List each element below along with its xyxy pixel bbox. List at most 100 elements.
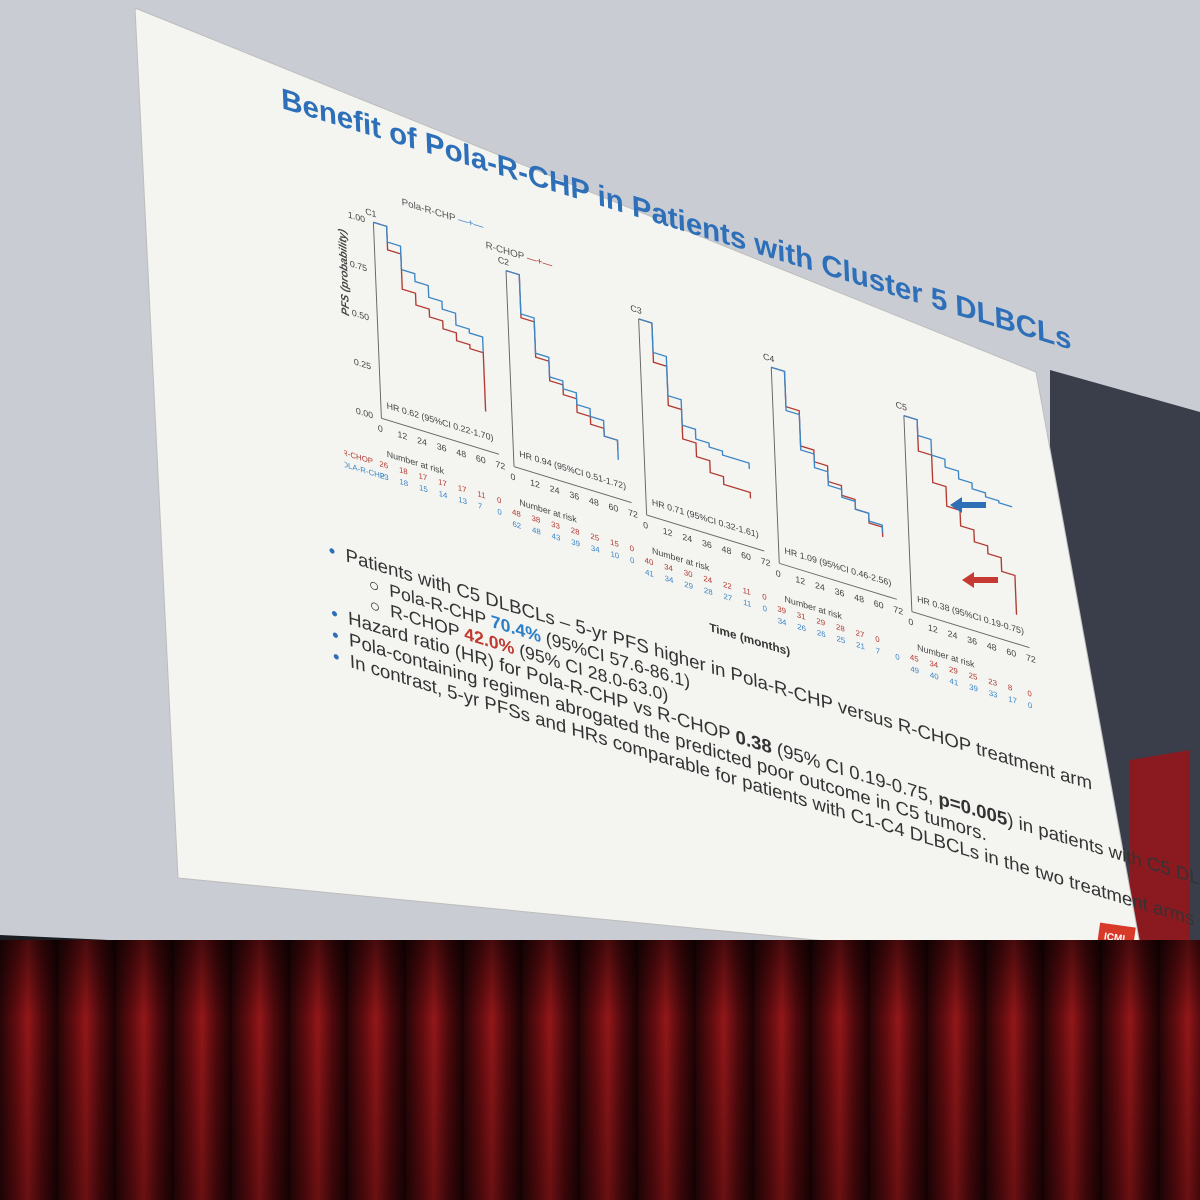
x-tick-label: 12 [397,429,407,442]
x-tick-label: 48 [589,495,599,508]
risk-count-pola: 0 [497,507,502,517]
x-tick-label: 48 [854,592,864,605]
x-tick-label: 0 [776,568,781,579]
panel-label: C5 [895,400,907,413]
risk-count-pola: 34 [665,574,675,586]
panel-label: C2 [498,255,510,268]
risk-count-rchop: 48 [512,508,522,520]
x-tick-label: 24 [417,435,427,448]
x-tick-label: 36 [967,634,977,647]
x-tick-label: 60 [874,598,884,611]
x-tick-label: 0 [510,471,515,482]
x-axis-line [514,466,632,504]
risk-count-rchop: 45 [910,653,920,665]
risk-count-rchop: 40 [644,556,654,568]
risk-count-pola: 7 [478,501,483,511]
x-tick-label: 0 [643,520,648,531]
risk-count-pola: 41 [645,568,655,580]
x-axis-line [646,514,765,552]
y-tick-label: 0.00 [356,406,374,421]
risk-count-rchop: 17 [418,471,428,483]
risk-count-rchop: 17 [438,477,448,489]
risk-count-pola: 39 [571,537,581,549]
x-tick-label: 72 [495,459,505,472]
risk-count-pola: 0 [763,604,768,614]
risk-count-pola: 26 [797,622,807,634]
x-tick-label: 48 [987,640,997,653]
y-axis-line [903,415,913,612]
risk-count-pola: 33 [989,688,999,700]
number-at-risk-label: Number at risk [519,497,577,524]
x-tick-label: 36 [437,441,447,454]
risk-count-rchop: 30 [684,568,694,580]
bullet-dot: • [328,540,347,567]
risk-count-rchop: 0 [875,634,880,644]
bullet-dot: • [332,646,351,673]
risk-count-rchop: 0 [629,544,634,554]
risk-count-rchop: 0 [762,592,767,602]
risk-count-pola: 13 [458,495,468,507]
y-tick-label: 0.50 [352,308,370,323]
km-curve-pola [505,269,619,461]
risk-count-pola: 7 [876,646,881,656]
risk-count-pola: 11 [743,598,752,609]
x-tick-label: 60 [608,501,618,514]
risk-count-rchop: 29 [949,665,959,677]
number-at-risk-label: Number at risk [784,594,842,621]
risk-count-pola: 17 [1008,694,1018,706]
x-tick-label: 60 [476,453,486,466]
curtain-shading [0,940,1200,1200]
x-tick-label: 24 [550,483,560,496]
x-tick-label: 12 [928,622,938,635]
km-curve-pola [638,318,750,470]
risk-count-rchop: 8 [1008,683,1013,693]
risk-count-rchop: 25 [590,532,600,544]
panel-label: C4 [763,351,775,364]
x-tick-label: 72 [1026,652,1036,665]
x-tick-label: 36 [569,489,579,502]
x-tick-label: 24 [947,628,957,641]
risk-count-rchop: 11 [742,586,751,597]
risk-count-pola: 34 [591,543,601,555]
y-tick-label: 0.75 [350,259,368,274]
risk-count-rchop: 17 [458,483,468,495]
risk-count-pola: 0 [1028,700,1033,710]
risk-count-pola: 18 [399,477,409,489]
x-tick-label: 36 [702,538,712,551]
y-axis-line [770,367,780,564]
risk-count-rchop: 34 [929,659,939,671]
blue-arrow-icon [950,497,986,513]
risk-count-pola: 40 [930,670,940,682]
number-at-risk-label: Number at risk [387,449,445,476]
km-curve-rchop [638,318,752,499]
slide-content: Benefit of Pola-R-CHP in Patients with C… [270,60,1200,1114]
risk-count-rchop: 34 [664,562,674,574]
risk-count-pola: 25 [836,634,846,646]
risk-count-rchop: 15 [610,538,620,550]
risk-count-rchop: 28 [571,526,581,538]
x-tick-label: 72 [761,556,771,569]
risk-count-rchop: 25 [968,671,978,683]
risk-count-rchop: 27 [855,628,865,640]
risk-count-rchop: 11 [477,489,486,500]
risk-count-rchop: 24 [703,574,713,586]
y-tick-label: 0.25 [354,357,372,372]
x-axis-line [381,417,500,455]
risk-count-rchop: 29 [816,616,826,628]
x-tick-label: 72 [628,507,638,520]
x-tick-label: 12 [663,526,673,539]
risk-count-rchop: 38 [531,514,541,526]
risk-count-rchop: 31 [797,610,807,622]
risk-count-rchop: 0 [497,495,502,505]
risk-count-rchop: 26 [379,459,389,471]
risk-count-pola: 14 [438,489,448,501]
risk-count-pola: 39 [969,682,979,694]
risk-count-rchop: 28 [836,622,846,634]
x-tick-label: 0 [378,423,383,434]
risk-count-rchop: 0 [1027,689,1032,699]
x-tick-label: 12 [530,477,540,490]
